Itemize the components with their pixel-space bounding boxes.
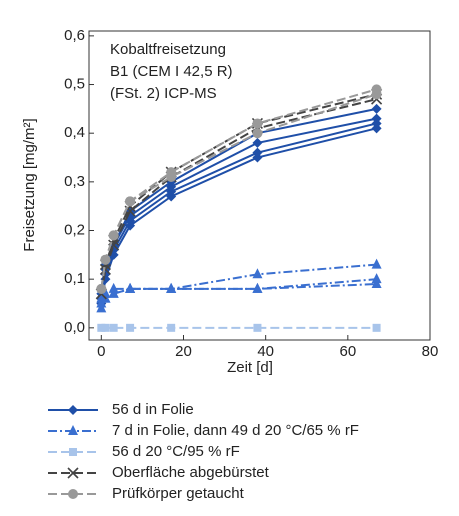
marker [100,254,111,265]
plot-frame [88,30,431,341]
marker [125,282,136,293]
x-tick-label: 20 [175,343,192,360]
marker [166,171,177,182]
marker [68,425,78,435]
y-tick-label: 0,5 [64,75,85,92]
marker [68,489,78,499]
marker [96,283,107,294]
marker [252,118,263,129]
y-tick-label: 0,3 [64,173,85,190]
marker [372,323,381,332]
x-tick-label: 80 [422,343,439,360]
marker [252,268,263,279]
marker [252,137,263,148]
marker [68,405,78,415]
marker [371,103,382,114]
marker [252,147,263,158]
marker [371,113,382,124]
legend-label: 56 d 20 °C/95 % rF [112,443,240,460]
annotation: (FSt. 2) ICP-MS [110,85,217,102]
legend-label: Prüfkörper getaucht [112,485,245,502]
marker [252,282,263,293]
legend-label: Oberfläche abgebürstet [112,464,270,481]
y-axis-label: Freisetzung [mg/m²] [21,118,38,251]
y-tick-label: 0,4 [64,124,85,141]
marker [125,196,136,207]
marker [252,128,263,139]
marker [101,323,110,332]
marker [167,323,176,332]
marker [371,258,382,269]
marker [69,448,77,456]
y-tick-label: 0,6 [64,27,85,44]
marker [108,239,120,251]
legend-label: 7 d in Folie, dann 49 d 20 °C/65 % rF [112,422,359,439]
marker [371,89,382,100]
legend-label: 56 d in Folie [112,401,194,418]
marker [108,282,119,293]
x-tick-label: 60 [339,343,356,360]
x-tick-label: 40 [257,343,274,360]
marker [109,323,118,332]
marker [166,282,177,293]
annotation: Kobaltfreisetzung [110,41,226,58]
marker [371,273,382,284]
y-tick-label: 0,0 [64,319,85,336]
marker [97,323,106,332]
x-tick-label: 0 [97,343,105,360]
marker [253,323,262,332]
y-tick-label: 0,2 [64,221,85,238]
y-tick-label: 0,1 [64,270,85,287]
marker [99,263,111,276]
x-axis-label: Zeit [d] [227,359,273,376]
marker [126,323,135,332]
marker [67,467,79,479]
annotation: B1 (CEM I 42,5 R) [110,63,233,80]
marker [108,230,119,241]
